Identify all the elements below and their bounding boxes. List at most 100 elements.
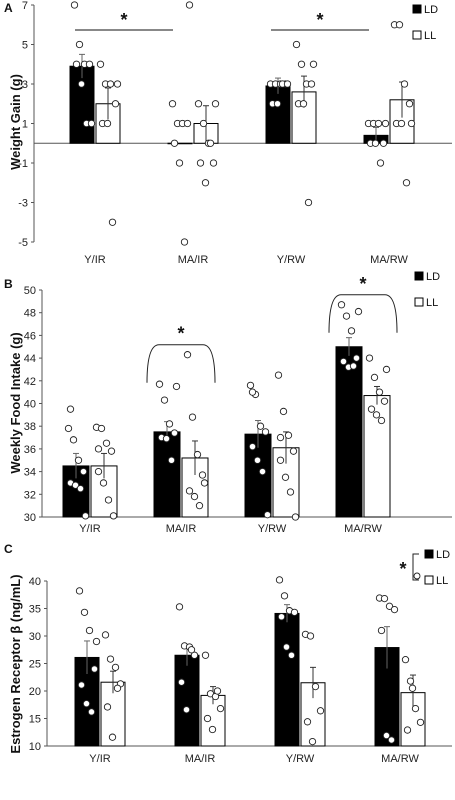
panel-a-legend-swatch-ld — [412, 4, 422, 14]
panel-b-point — [289, 447, 298, 455]
panel-c-ytick-label: 35 — [29, 604, 41, 616]
panel-c-point — [401, 656, 410, 664]
panel-b-ytick-label: 36 — [24, 444, 36, 456]
panel-a-point — [96, 60, 105, 68]
panel-c-category-label: Y/RW — [286, 753, 315, 765]
panel-b-significance-star: * — [177, 324, 184, 344]
panel-b-point — [380, 397, 389, 405]
panel-c-point — [308, 737, 317, 746]
panel-a-category-label: Y/IR — [84, 254, 105, 266]
panel-a-ytick-label: 7 — [22, 0, 28, 12]
panel-c: C Estrogen Receptor β (ng/mL) 10 15 20 25 30… — [4, 542, 452, 765]
panel-b-point — [107, 447, 116, 455]
panel-b-point — [185, 487, 194, 495]
panel-c-point — [182, 706, 191, 714]
panel-b-point — [286, 488, 295, 496]
panel-a-ytick-label: 3 — [22, 79, 28, 91]
panel-c-point — [290, 608, 299, 616]
panel-b-point — [246, 381, 255, 389]
panel-b-point — [74, 456, 83, 464]
panel-b-significance-bracket — [146, 344, 216, 383]
panel-a-ytick-label: 5 — [22, 40, 28, 52]
panel-a-ytick-label: 1 — [22, 119, 28, 131]
panel-c-significance-bracket — [412, 553, 419, 581]
panel-a-point — [77, 80, 86, 88]
panel-b-point — [71, 481, 80, 489]
panel-b-significance-star: * — [359, 274, 366, 294]
panel-a-point — [397, 119, 406, 128]
panel-a-point — [103, 119, 112, 128]
panel-b-point — [370, 373, 379, 382]
panel-b-point — [281, 473, 290, 481]
panel-c-point — [382, 731, 391, 740]
panel-b-point — [367, 405, 376, 413]
panel-a-legend-label-ll: LL — [424, 30, 436, 42]
panel-a-point — [209, 159, 218, 167]
panel-a-point — [183, 119, 192, 128]
panel-b-ytick-label: 42 — [24, 376, 36, 388]
panel-c-point — [387, 736, 396, 744]
panel-c-point — [201, 651, 210, 659]
panel-c-point — [113, 684, 122, 692]
panel-b-ytick-label: 46 — [24, 330, 36, 342]
panel-c-point — [390, 605, 399, 614]
panel-c-legend-label-ld: LD — [436, 549, 450, 561]
panel-b-point — [258, 467, 267, 476]
panel-c-ytick-label: 25 — [29, 659, 41, 671]
panel-b-significance-bracket — [328, 294, 398, 333]
panel-a-point — [113, 80, 122, 88]
panel-b-ytick-label: 40 — [24, 399, 36, 411]
panel-b-category-label: Y/IR — [79, 523, 100, 535]
panel-b-point — [352, 354, 361, 362]
panel-c-point — [208, 725, 217, 734]
panel-a-ylabel: Weight Gain (g) — [8, 74, 23, 170]
panel-c-point — [280, 592, 289, 600]
panel-a-point — [111, 100, 120, 108]
panel-c-point — [316, 707, 325, 715]
panel-b-point — [377, 416, 386, 425]
panel-a-point — [379, 139, 388, 147]
panel-b-point — [97, 424, 106, 433]
panel-a-point — [87, 119, 96, 128]
panel-b-legend-label-ld: LD — [426, 271, 440, 283]
panel-a-point — [381, 119, 390, 128]
panel-b-point — [342, 312, 351, 320]
panel-a-point — [374, 119, 383, 128]
panel-c-label: C — [4, 542, 13, 556]
panel-a-category-label: MA/IR — [178, 254, 209, 266]
panel-b-bar-ld-1 — [153, 431, 181, 518]
panel-a-point — [199, 119, 208, 128]
panel-c-legend-swatch-ld — [424, 549, 434, 559]
panel-b-point — [162, 435, 171, 443]
panel-a-legend-label-ld: LD — [424, 4, 438, 16]
panel-c-point — [92, 637, 101, 646]
panel-a-point — [170, 139, 179, 147]
panel-b-ytick-label: 30 — [24, 512, 36, 524]
panel-a-point — [407, 119, 416, 128]
panel-c-ytick-label: 20 — [29, 686, 41, 698]
panel-a-point — [304, 198, 313, 207]
panel-a-point — [292, 40, 301, 49]
panel-a-point — [108, 218, 117, 226]
panel-c-category-label: Y/IR — [89, 753, 110, 765]
panel-c-point — [277, 613, 286, 621]
panel-b-point — [170, 429, 179, 437]
panel-b-point — [256, 422, 265, 430]
panel-b-category-label: MA/RW — [344, 523, 382, 535]
panel-b-point — [337, 301, 346, 309]
panel-c-point — [175, 603, 184, 611]
panel-c-point — [403, 726, 412, 734]
panel-c-bar-ld-1 — [174, 654, 200, 747]
panel-a-point — [273, 100, 282, 108]
panel-b: B Weekly Food Intake (g) 30 32 34 36 38 40 42 4… — [4, 271, 452, 535]
panel-a-point — [297, 60, 306, 68]
panel-b-point — [81, 512, 90, 520]
panel-b-ytick-label: 48 — [24, 308, 36, 320]
panel-c-ytick-label: 40 — [29, 576, 41, 588]
panel-b-legend-swatch-ld — [414, 271, 424, 281]
panel-c-point — [87, 708, 96, 716]
panel-c-legend-point — [413, 572, 421, 580]
panel-b-point — [354, 307, 363, 316]
panel-a-point — [299, 100, 308, 108]
panel-b-point — [276, 456, 285, 464]
